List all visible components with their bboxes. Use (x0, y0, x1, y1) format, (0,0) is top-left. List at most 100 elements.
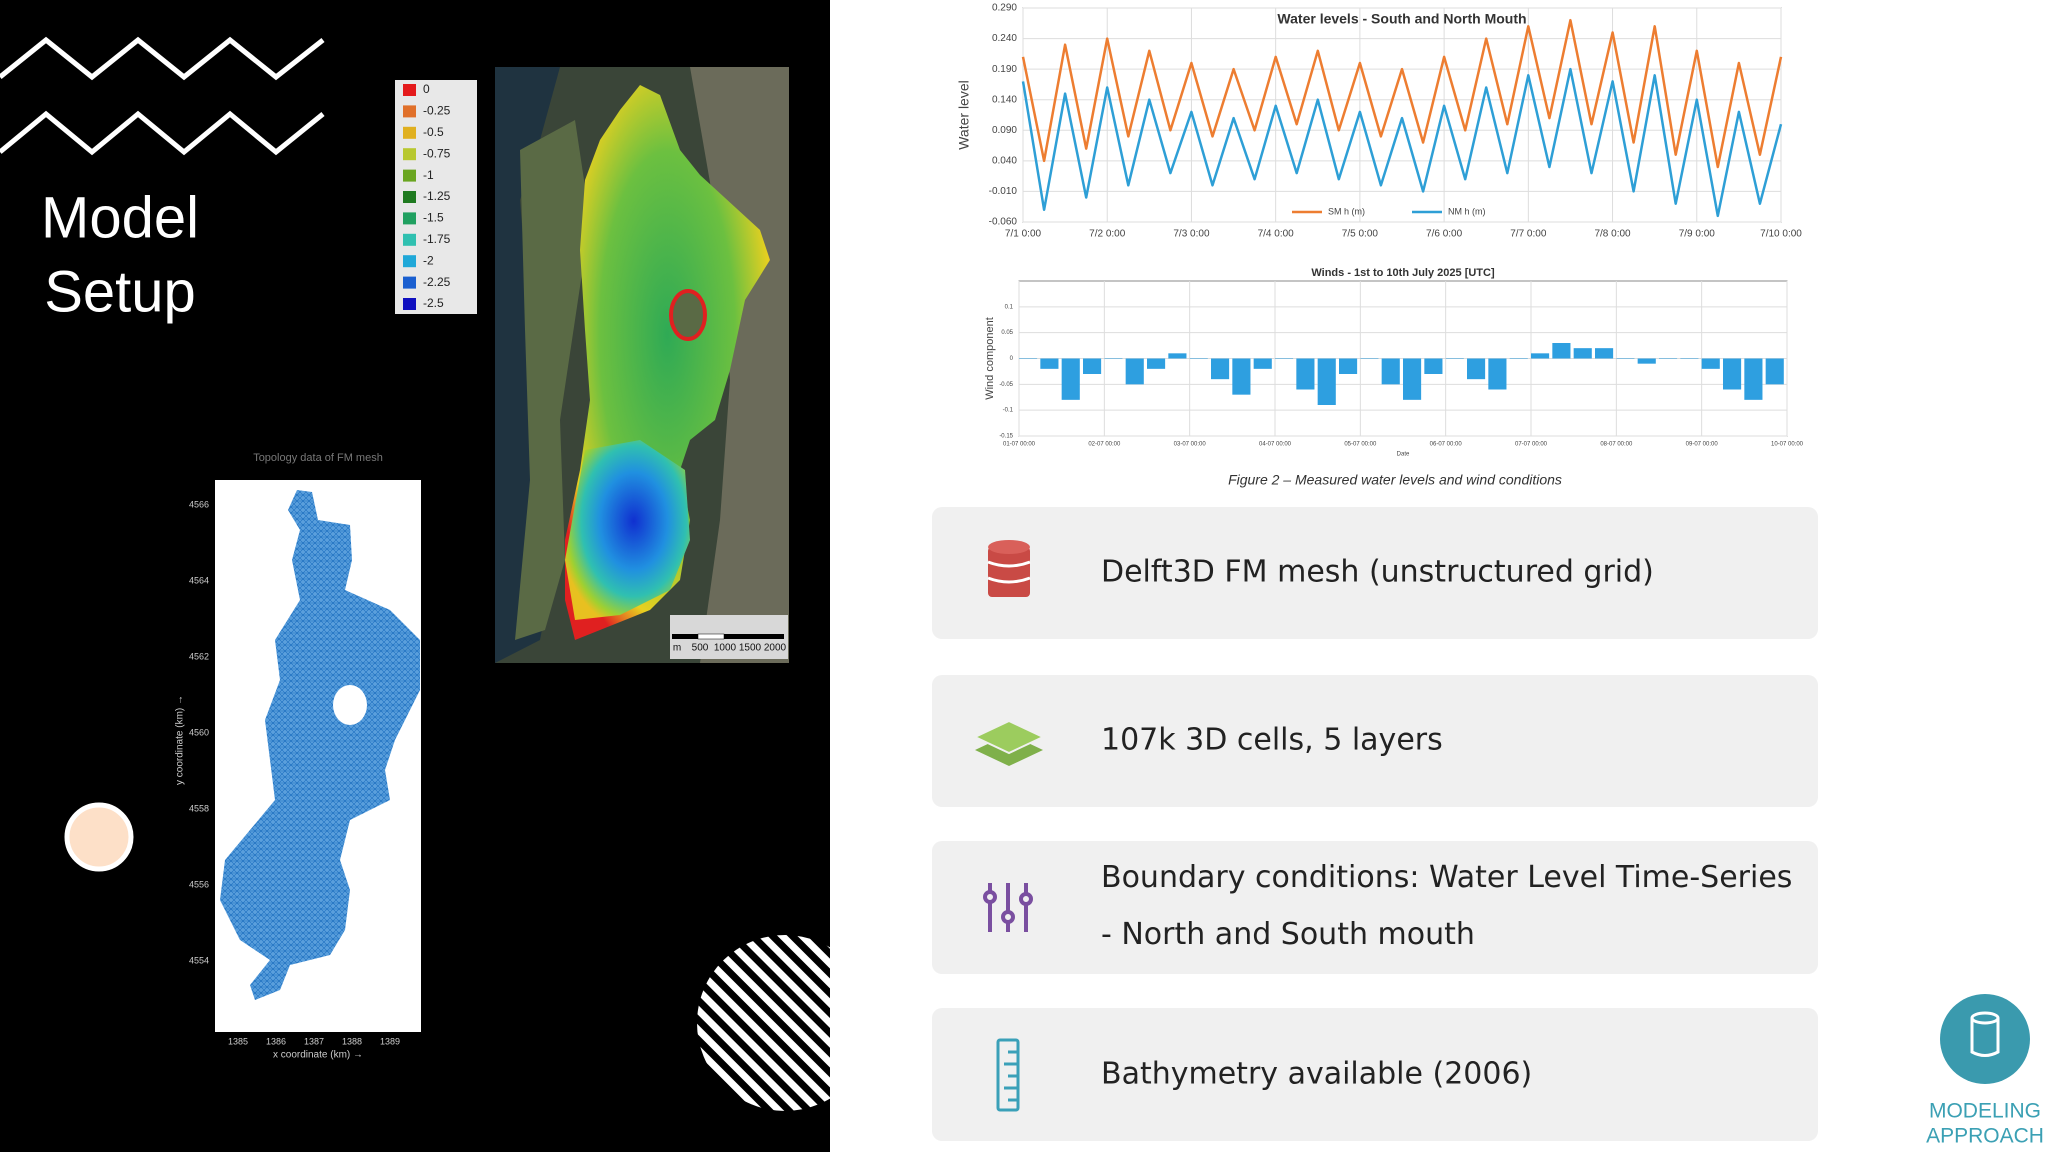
bar (1019, 358, 1038, 359)
mesh-y-tick: 4564 (189, 575, 209, 585)
y-tick-label: 0.05 (1001, 330, 1013, 336)
bar (1104, 358, 1123, 359)
zigzag (0, 110, 325, 156)
chart-title: Winds - 1st to 10th July 2025 [UTC] (1311, 267, 1495, 279)
legend-label: -0.25 (423, 104, 451, 118)
mesh-hole (333, 685, 367, 725)
bar (1424, 358, 1443, 374)
y-tick-label: 0.140 (992, 94, 1017, 105)
bar (1253, 358, 1272, 369)
legend-swatch (403, 276, 416, 289)
x-tick-label: 7/5 0:00 (1342, 229, 1379, 240)
scale-label: 500 (692, 643, 709, 654)
legend-label: -1.25 (423, 189, 451, 203)
x-tick-label: 7/2 0:00 (1089, 229, 1126, 240)
y-axis-label: Wind component (984, 317, 996, 400)
legend-swatch (403, 255, 416, 268)
bar (1552, 343, 1571, 359)
plot-area (1022, 7, 1782, 223)
legend-swatch (403, 191, 416, 203)
x-tick-label: 04-07 00:00 (1259, 442, 1292, 448)
scale-label: 1500 (739, 643, 762, 654)
bar (1189, 358, 1208, 359)
mesh-x-tick: 1385 (228, 1036, 248, 1046)
bar (1360, 358, 1379, 359)
x-tick-label: 7/4 0:00 (1258, 229, 1295, 240)
island (669, 289, 707, 341)
mesh-y-tick: 4554 (189, 955, 209, 965)
bar (1296, 358, 1315, 390)
card (932, 675, 1818, 807)
bar (1680, 358, 1699, 359)
y-tick-label: 0.190 (992, 64, 1017, 75)
x-tick-label: 7/7 0:00 (1510, 229, 1547, 240)
bar (1040, 358, 1059, 369)
x-tick-label: 03-07 00:00 (1174, 442, 1207, 448)
card-text: Delft3D FM mesh (unstructured grid) (1101, 555, 1654, 590)
bar (1061, 358, 1080, 400)
x-tick-label: 7/8 0:00 (1594, 229, 1631, 240)
mesh-title: Topology data of FM mesh (253, 452, 383, 464)
x-tick-label: 09-07 00:00 (1686, 442, 1719, 448)
bar (1765, 358, 1784, 385)
y-tick-label: 0.1 (1005, 304, 1014, 310)
bar (1637, 358, 1656, 364)
sliders-icon (983, 883, 1033, 932)
x-tick-label: 7/3 0:00 (1173, 229, 1210, 240)
x-tick-label: 7/6 0:00 (1426, 229, 1463, 240)
legend-swatch (403, 84, 416, 96)
mesh-xlabel: x coordinate (km) → (273, 1050, 363, 1061)
bar (1339, 358, 1358, 374)
bar (1509, 358, 1528, 359)
card-text: Boundary conditions: Water Level Time-Se… (1101, 860, 1792, 895)
series-line (1021, 18, 1783, 169)
x-axis-label: Date (1397, 452, 1410, 458)
bar (1659, 358, 1678, 359)
scale-labels: m 500 1000 1500 2000 (673, 643, 787, 654)
legend-swatch (403, 105, 416, 118)
x-tick-label: 05-07 00:00 (1344, 442, 1377, 448)
legend-label: -1.75 (423, 232, 451, 246)
legend-swatch (403, 233, 416, 246)
mesh (220, 490, 420, 1000)
y-tick-label: 0.090 (992, 125, 1017, 136)
scale-bar (672, 634, 698, 639)
mesh-y-tick: 4566 (189, 499, 209, 509)
decor-circle (64, 802, 134, 872)
card (932, 841, 1818, 974)
bathymetry-legend: 0 -0.25 -0.5 -0.75 -1 -1.25 -1.5 -1.75 -2 -2.25 -2… (395, 80, 477, 314)
legend-label: -1 (423, 168, 434, 182)
legend-swatch (403, 148, 416, 161)
card-text: - North and South mouth (1101, 917, 1475, 952)
mesh-figure: Topology data of FM mesh x coordinate (k… (175, 452, 421, 1061)
bar (1147, 358, 1166, 369)
card (932, 1008, 1818, 1141)
mesh-y-tick: 4562 (189, 651, 209, 661)
y-tick-label: -0.15 (999, 434, 1013, 440)
mesh-ylabel: y coordinate (km) → (175, 695, 186, 785)
database-icon (987, 540, 1031, 597)
x-tick-label: 7/10 0:00 (1760, 229, 1802, 240)
bar (1211, 358, 1230, 380)
legend-label: -1.5 (423, 211, 444, 225)
slide-title: Model (41, 185, 199, 250)
bathymetry-map: m 500 1000 1500 2000 (495, 67, 789, 663)
y-tick-label: 0.290 (992, 3, 1017, 14)
charts: -0.060 -0.010 0.040 0.090 0.140 0.190 0.240 0.2… (956, 3, 1804, 458)
bar (1445, 358, 1464, 359)
legend-label: 0 (423, 82, 430, 96)
bar (1573, 348, 1592, 359)
mesh-y-tick: 4560 (189, 727, 209, 737)
card-text: 107k 3D cells, 5 layers (1101, 723, 1443, 758)
y-tick-label: 0.040 (992, 155, 1017, 166)
x-tick-label: 07-07 00:00 (1515, 442, 1548, 448)
y-tick-label: 0.240 (992, 33, 1017, 44)
chart-title: Water levels - South and North Mouth (1277, 11, 1526, 27)
y-tick-label: -0.1 (1003, 408, 1014, 414)
card-texts: Delft3D FM mesh (unstructured grid) 107k … (1101, 555, 1792, 1092)
bar (1403, 358, 1422, 400)
x-tick-label: 02-07 00:00 (1088, 442, 1121, 448)
scale-label: m (673, 643, 681, 654)
mesh-x-tick: 1389 (380, 1036, 400, 1046)
legend-swatch (403, 169, 416, 182)
